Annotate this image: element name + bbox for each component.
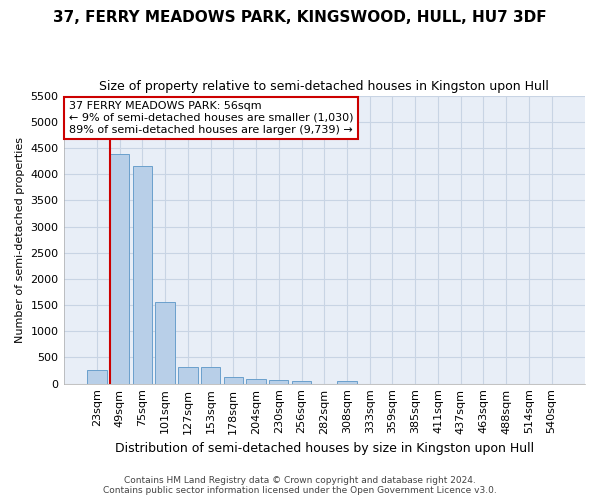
Bar (110, 154, 130, 384)
Bar (133, 166, 152, 384)
Bar (201, 368, 220, 384)
Bar (155, 302, 175, 384)
Text: 37, FERRY MEADOWS PARK, KINGSWOOD, HULL, HU7 3DF: 37, FERRY MEADOWS PARK, KINGSWOOD, HULL,… (53, 10, 547, 25)
Bar (292, 381, 311, 384)
Bar (269, 380, 289, 384)
Bar (178, 367, 197, 384)
Bar (87, 370, 107, 384)
Bar (224, 377, 243, 384)
Title: Size of property relative to semi-detached houses in Kingston upon Hull: Size of property relative to semi-detach… (100, 80, 549, 93)
Bar (247, 379, 266, 384)
Y-axis label: Number of semi-detached properties: Number of semi-detached properties (15, 136, 25, 342)
Text: Contains HM Land Registry data © Crown copyright and database right 2024.
Contai: Contains HM Land Registry data © Crown c… (103, 476, 497, 495)
X-axis label: Distribution of semi-detached houses by size in Kingston upon Hull: Distribution of semi-detached houses by … (115, 442, 534, 455)
Bar (337, 380, 356, 384)
Text: 37 FERRY MEADOWS PARK: 56sqm
← 9% of semi-detached houses are smaller (1,030)
89: 37 FERRY MEADOWS PARK: 56sqm ← 9% of sem… (69, 102, 353, 134)
